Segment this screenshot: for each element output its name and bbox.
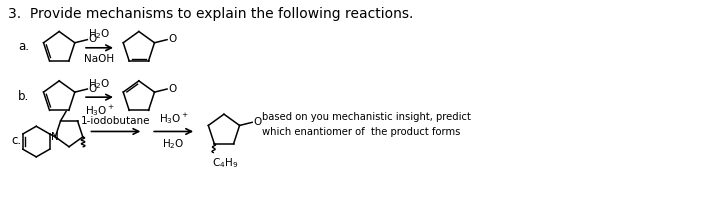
Text: H$_3$O$^+$: H$_3$O$^+$: [85, 104, 114, 118]
Text: O: O: [88, 34, 97, 44]
Text: NaOH: NaOH: [85, 54, 114, 64]
Text: b.: b.: [18, 90, 30, 103]
Text: a.: a.: [18, 40, 30, 53]
Text: O: O: [253, 117, 262, 127]
Text: H$_3$O$^+$: H$_3$O$^+$: [159, 111, 189, 125]
Text: O: O: [88, 84, 97, 94]
Text: 3.  Provide mechanisms to explain the following reactions.: 3. Provide mechanisms to explain the fol…: [9, 7, 414, 21]
Text: H$_2$O: H$_2$O: [163, 137, 185, 151]
Text: c.: c.: [12, 134, 22, 147]
Text: H$_2$O: H$_2$O: [88, 28, 111, 41]
Text: H$_2$O: H$_2$O: [88, 77, 111, 91]
Text: C$_4$H$_9$: C$_4$H$_9$: [212, 157, 238, 170]
Text: N: N: [51, 132, 59, 142]
Text: O: O: [168, 84, 176, 94]
Text: 1-iodobutane: 1-iodobutane: [81, 116, 150, 125]
Text: O: O: [168, 34, 176, 44]
Text: based on you mechanistic insight, predict
which enantiomer of  the product forms: based on you mechanistic insight, predic…: [262, 112, 471, 137]
